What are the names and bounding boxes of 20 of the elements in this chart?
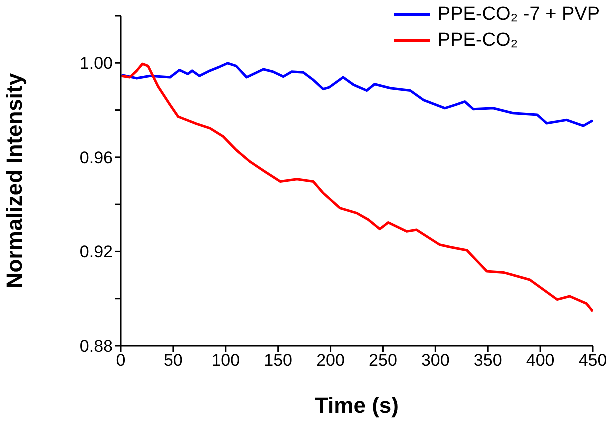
y-axis-title: Normalized Intensity xyxy=(2,72,27,289)
y-tick-label: 1.00 xyxy=(80,54,113,74)
x-tick-label: 250 xyxy=(369,351,398,370)
x-tick-label: 350 xyxy=(474,351,502,370)
x-tick-label: 50 xyxy=(164,351,183,370)
legend-label: PPE-CO₂ -7 + PVP xyxy=(438,3,600,27)
y-tick-label: 0.88 xyxy=(80,337,113,356)
line-series xyxy=(121,62,593,128)
x-tick-label: 0 xyxy=(116,351,126,370)
y-tick-label: 0.96 xyxy=(80,148,113,168)
y-tick-label: 0.92 xyxy=(80,242,113,262)
x-tick-label: 150 xyxy=(264,351,293,370)
x-axis-title: Time (s) xyxy=(315,393,399,418)
x-tick-label: 400 xyxy=(526,351,555,370)
x-tick-label: 200 xyxy=(316,351,345,370)
x-tick-label: 450 xyxy=(578,351,608,370)
x-tick-label: 300 xyxy=(421,351,450,370)
legend-label: PPE-CO₂ xyxy=(438,29,518,53)
x-tick-label: 100 xyxy=(212,351,240,370)
line-series xyxy=(121,62,593,313)
